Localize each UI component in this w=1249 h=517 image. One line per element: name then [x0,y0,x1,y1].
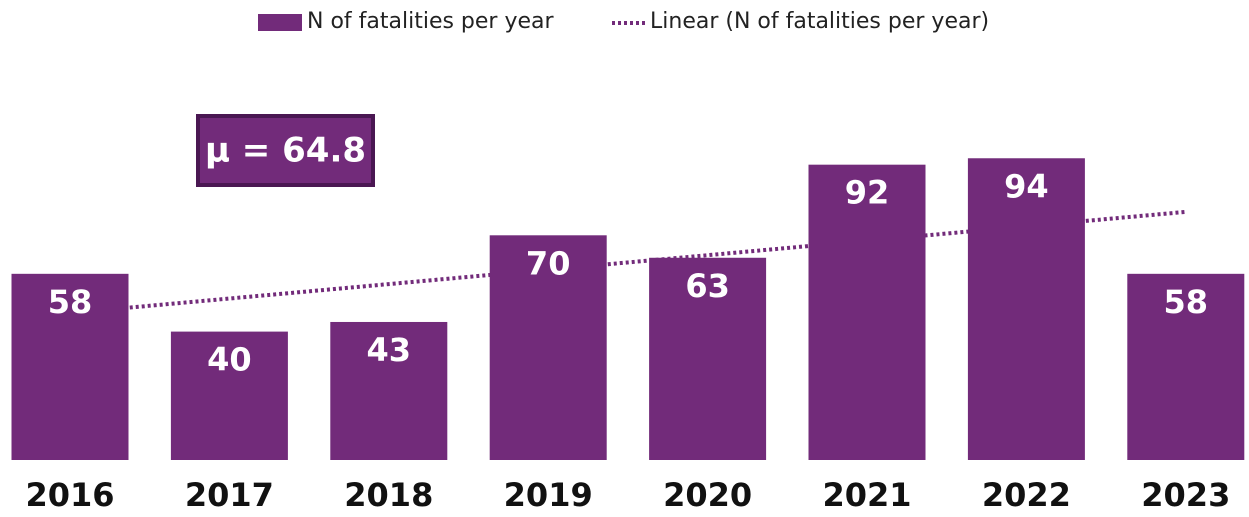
x-tick-label: 2020 [663,476,752,514]
bar [1127,273,1245,460]
x-tick-label: 2016 [25,476,114,514]
legend-label: N of fatalities per year [307,9,555,34]
bar [11,273,129,460]
trendline [69,209,1186,315]
x-tick-label: 2023 [1141,476,1230,514]
value-label: 94 [1004,167,1049,205]
value-label: 92 [845,174,890,212]
bar [649,257,767,460]
bar [808,164,926,460]
value-label: 40 [207,341,252,379]
x-tick-label: 2021 [822,476,911,514]
annotation-box [196,114,375,187]
x-tick-label: 2018 [344,476,433,514]
legend-label: Linear (N of fatalities per year) [650,9,989,34]
x-tick-label: 2019 [504,476,593,514]
x-tick-label: 2017 [185,476,274,514]
value-label: 58 [48,283,93,321]
x-tick-label: 2022 [982,476,1071,514]
legend-swatch-bar [258,14,302,31]
bar [330,321,448,460]
bar [489,235,607,460]
value-label: 63 [685,267,730,305]
value-label: 58 [1164,283,1209,321]
value-label: 70 [526,244,571,282]
bar [967,158,1085,460]
value-label: 43 [367,331,412,369]
annotation: μ = 64.8 [205,131,366,171]
bar [170,331,288,460]
